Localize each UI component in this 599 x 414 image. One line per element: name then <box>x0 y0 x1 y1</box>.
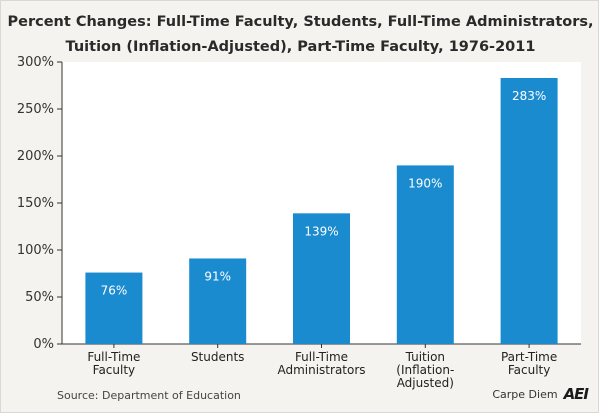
y-tick-label: 50% <box>25 290 54 305</box>
data-label: 190% <box>408 176 442 190</box>
category-label: Part-Time Faculty <box>501 350 557 377</box>
bar <box>500 77 558 344</box>
category-label: Tuition (Inflation-Adjusted) <box>396 350 454 390</box>
y-tick-label: 0% <box>33 337 54 352</box>
data-label: 139% <box>304 224 338 238</box>
aei-logo: AEI <box>563 385 589 403</box>
y-tick-label: 200% <box>17 149 54 164</box>
bar <box>293 213 350 344</box>
bar <box>189 258 247 344</box>
data-label: 283% <box>512 89 546 103</box>
y-tick-label: 300% <box>17 55 54 70</box>
source-note: Source: Department of Education <box>57 389 241 402</box>
y-tick-label: 150% <box>17 196 54 211</box>
category-label: Full-Time Faculty <box>87 350 140 377</box>
category-label: Full-Time Administrators <box>277 350 365 377</box>
y-tick-label: 100% <box>17 243 54 258</box>
bar <box>396 165 454 344</box>
category-label: Students <box>191 350 245 364</box>
y-tick-label: 250% <box>17 102 54 117</box>
data-label: 76% <box>101 284 128 298</box>
chart-title-line-1: Percent Changes: Full-Time Faculty, Stud… <box>7 14 594 30</box>
bar <box>85 272 143 344</box>
brand-credit: Carpe Diem AEI <box>492 385 589 403</box>
chart-title-line-2: Tuition (Inflation-Adjusted), Part-Time … <box>65 39 536 55</box>
brand-name: Carpe Diem <box>492 387 558 401</box>
data-label: 91% <box>204 269 231 283</box>
